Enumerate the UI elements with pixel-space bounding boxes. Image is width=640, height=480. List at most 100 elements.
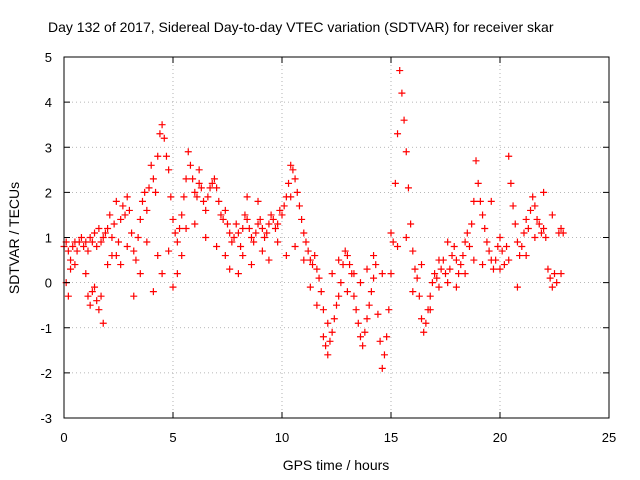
data-point <box>64 247 72 255</box>
data-point <box>67 256 75 264</box>
data-point <box>86 301 94 309</box>
data-point <box>119 202 127 210</box>
data-point <box>415 292 423 300</box>
data-point <box>193 193 201 201</box>
data-point <box>435 283 443 291</box>
data-point <box>450 243 458 251</box>
data-point <box>73 247 81 255</box>
data-point <box>95 224 103 232</box>
data-point <box>156 130 164 138</box>
data-point <box>86 234 94 241</box>
data-point <box>400 116 408 124</box>
data-point <box>91 229 99 237</box>
data-point <box>123 193 131 201</box>
data-point <box>254 197 262 205</box>
x-tick-label: 25 <box>602 430 616 445</box>
data-point <box>431 270 439 278</box>
data-point <box>505 256 513 264</box>
data-point <box>537 229 545 237</box>
data-point <box>271 224 279 232</box>
data-point <box>505 152 513 160</box>
data-point <box>162 152 170 160</box>
data-point <box>335 292 343 300</box>
data-point <box>241 211 249 219</box>
data-point <box>446 265 454 273</box>
data-point <box>95 306 103 314</box>
data-point <box>204 193 212 201</box>
data-point <box>167 193 175 201</box>
data-point <box>213 243 221 251</box>
data-point <box>463 229 471 237</box>
data-point <box>474 179 482 187</box>
y-axis: -3 -2 -1 0 1 2 3 4 5 <box>40 50 609 426</box>
data-point <box>108 252 116 260</box>
data-point <box>258 247 266 255</box>
data-point <box>130 247 138 255</box>
data-point <box>200 197 208 205</box>
data-point <box>202 234 210 241</box>
data-point <box>459 252 467 260</box>
data-point <box>289 166 297 174</box>
data-point <box>69 243 77 251</box>
y-tick-label: 4 <box>45 95 52 110</box>
data-point <box>278 211 286 219</box>
data-point <box>224 220 231 228</box>
data-point <box>84 292 92 300</box>
data-point <box>180 193 188 201</box>
data-point <box>82 238 90 246</box>
data-point <box>372 261 380 269</box>
data-point <box>128 229 136 237</box>
data-point <box>383 333 391 341</box>
data-point <box>108 234 116 241</box>
data-point <box>112 197 120 205</box>
data-point <box>380 351 388 359</box>
data-point <box>479 211 487 219</box>
data-point <box>557 270 565 278</box>
x-tick-label: 5 <box>169 430 176 445</box>
data-point <box>404 184 412 192</box>
data-point <box>291 175 299 183</box>
data-point <box>171 229 179 237</box>
data-point <box>437 265 445 273</box>
data-point <box>544 265 552 273</box>
data-point <box>376 337 384 345</box>
data-point <box>243 215 251 223</box>
data-point <box>143 238 151 246</box>
data-point <box>492 256 500 264</box>
data-point <box>152 188 160 196</box>
data-point <box>396 67 404 75</box>
data-point <box>138 197 146 205</box>
data-point <box>160 134 168 142</box>
y-tick-label: 2 <box>45 185 52 200</box>
y-tick-label: 3 <box>45 140 52 155</box>
data-point <box>468 220 476 228</box>
data-point <box>444 238 452 246</box>
data-point <box>221 252 229 260</box>
data-point <box>263 229 271 237</box>
data-point <box>210 175 218 183</box>
data-point <box>420 328 428 336</box>
data-point <box>149 175 157 183</box>
data-point <box>234 229 242 237</box>
data-point <box>117 261 125 269</box>
data-point <box>132 256 140 264</box>
data-point <box>402 234 410 241</box>
data-point <box>328 270 336 278</box>
data-point <box>265 220 273 228</box>
data-point <box>295 202 303 210</box>
data-point <box>88 288 96 296</box>
data-point <box>370 274 378 282</box>
data-point <box>522 252 530 260</box>
data-point <box>465 243 473 251</box>
data-point <box>110 220 118 228</box>
data-point <box>409 247 417 255</box>
data-point <box>496 265 504 273</box>
data-point <box>245 224 253 232</box>
data-point <box>359 342 367 350</box>
data-point <box>165 247 173 255</box>
data-point <box>527 206 535 214</box>
data-point <box>101 229 109 237</box>
data-point <box>498 247 506 255</box>
data-point <box>84 247 92 255</box>
data-point <box>546 274 554 282</box>
